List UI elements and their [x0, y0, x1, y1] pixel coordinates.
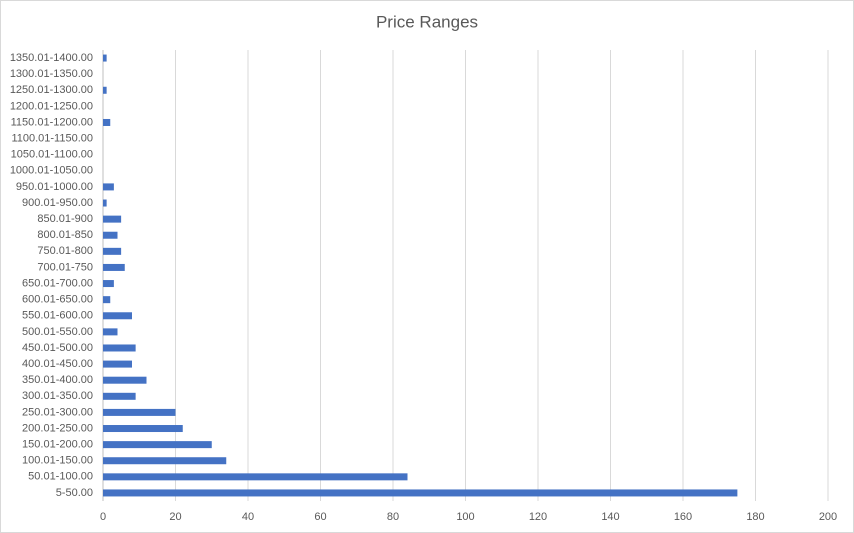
bar: [103, 489, 738, 497]
bar: [103, 263, 125, 271]
bar: [103, 183, 114, 191]
x-tick-label: 80: [387, 511, 399, 523]
y-tick-label: 900.01-950.00: [22, 197, 93, 209]
chart-title: Price Ranges: [376, 12, 478, 31]
bar: [103, 408, 176, 416]
y-tick-label: 1250.01-1300.00: [10, 84, 93, 96]
bar: [103, 360, 132, 368]
y-tick-label: 1000.01-1050.00: [10, 165, 93, 177]
bar: [103, 457, 227, 465]
x-tick-label: 140: [601, 511, 619, 523]
bar: [103, 199, 107, 207]
bar: [103, 215, 122, 223]
bar: [103, 231, 118, 239]
x-tick-label: 40: [242, 511, 254, 523]
x-tick-label: 180: [746, 511, 764, 523]
y-tick-label: 50.01-100.00: [28, 471, 93, 483]
y-tick-label: 650.01-700.00: [22, 277, 93, 289]
y-tick-label: 750.01-800: [37, 245, 93, 257]
y-tick-label: 600.01-650.00: [22, 294, 93, 306]
bar: [103, 473, 408, 481]
y-tick-label: 1150.01-1200.00: [11, 116, 93, 128]
y-tick-label: 450.01-500.00: [22, 342, 93, 354]
x-tick-label: 0: [100, 511, 106, 523]
y-tick-label: 700.01-750: [37, 261, 93, 273]
bar: [103, 312, 132, 320]
y-tick-label: 150.01-200.00: [22, 439, 93, 451]
bar: [103, 54, 107, 62]
y-tick-label: 350.01-400.00: [22, 374, 93, 386]
y-tick-label: 1050.01-1100.00: [11, 149, 93, 161]
y-tick-label: 1200.01-1250.00: [10, 100, 93, 112]
y-tick-label: 1100.01-1150.00: [11, 132, 93, 144]
bar: [103, 86, 107, 94]
x-tick-label: 120: [529, 511, 547, 523]
bar: [103, 376, 147, 384]
y-tick-label: 1300.01-1350.00: [10, 68, 93, 80]
y-tick-label: 500.01-550.00: [22, 326, 93, 338]
bar: [103, 344, 136, 352]
bar: [103, 392, 136, 400]
y-tick-label: 550.01-600.00: [22, 310, 93, 322]
bar: [103, 247, 122, 255]
bar: [103, 118, 111, 126]
y-tick-label: 100.01-150.00: [22, 455, 93, 467]
bar: [103, 441, 212, 449]
y-tick-label: 1350.01-1400.00: [10, 52, 93, 64]
x-tick-label: 100: [456, 511, 474, 523]
y-tick-label: 250.01-300.00: [22, 406, 93, 418]
y-tick-label: 400.01-450.00: [22, 358, 93, 370]
bar: [103, 280, 114, 288]
y-tick-label: 5-50.00: [56, 487, 93, 499]
y-tick-label: 800.01-850: [37, 229, 93, 241]
y-tick-label: 200.01-250.00: [22, 422, 93, 434]
x-tick-label: 60: [314, 511, 326, 523]
y-tick-label: 850.01-900: [37, 213, 93, 225]
bar: [103, 425, 183, 433]
bar: [103, 296, 111, 304]
x-tick-label: 200: [819, 511, 837, 523]
x-tick-label: 160: [674, 511, 692, 523]
y-tick-label: 950.01-1000.00: [16, 181, 93, 193]
y-tick-label: 300.01-350.00: [22, 390, 93, 402]
bar: [103, 328, 118, 336]
x-tick-label: 20: [169, 511, 181, 523]
